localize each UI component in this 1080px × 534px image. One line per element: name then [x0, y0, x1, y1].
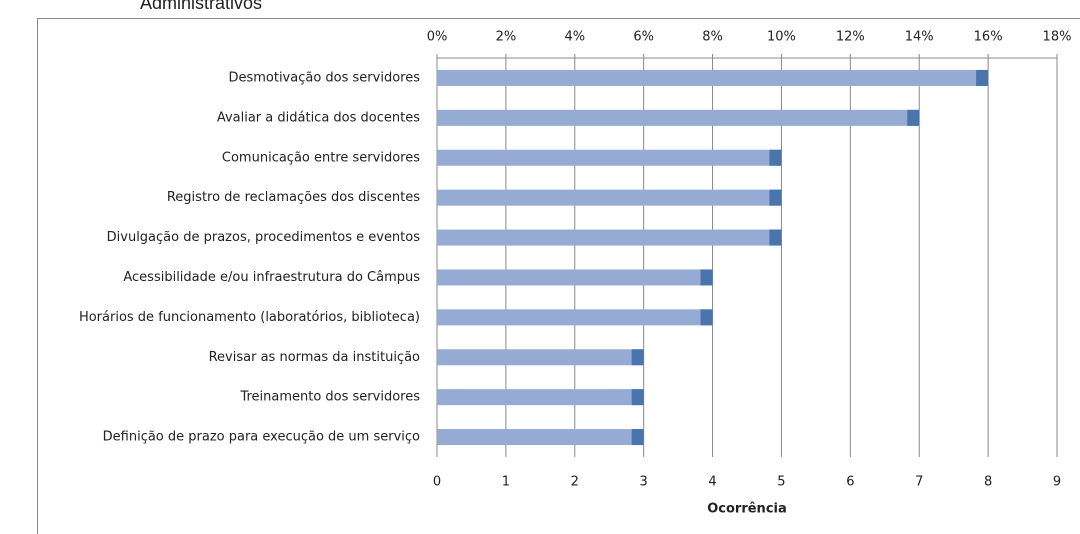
x-tick-label: 2 — [571, 475, 579, 490]
bar-percent-cap — [700, 269, 713, 286]
chart-title: Administrativos — [140, 0, 262, 13]
bar-percent-cap — [631, 429, 644, 446]
bar — [437, 229, 782, 246]
bar — [437, 189, 782, 206]
x2-tick-label: 6% — [633, 30, 654, 45]
x2-tick-label: 2% — [496, 30, 517, 45]
y-tick-label: Desmotivação dos servidores — [228, 70, 420, 85]
bar — [437, 389, 644, 406]
y-tick-label: Divulgação de prazos, procedimentos e ev… — [107, 230, 421, 245]
y-tick-label: Acessibilidade e/ou infraestrutura do Câ… — [123, 270, 420, 285]
y-tick-label: Revisar as normas da instituição — [209, 350, 420, 365]
bar-percent-cap — [907, 109, 920, 126]
bar-percent-cap — [769, 189, 782, 206]
bar — [437, 109, 920, 126]
bar — [437, 269, 713, 286]
x2-tick-label: 10% — [767, 30, 796, 45]
x2-tick-label: 8% — [702, 30, 723, 45]
y-tick-label: Comunicação entre servidores — [222, 150, 420, 165]
x-tick-label: 5 — [777, 475, 785, 490]
y-tick-label: Horários de funcionamento (laboratórios,… — [79, 310, 420, 325]
bar-percent-cap — [700, 309, 713, 326]
x-axis-title: Ocorrência — [707, 502, 787, 517]
bar — [437, 69, 989, 86]
x2-tick-label: 14% — [905, 30, 934, 45]
x-tick-label: 3 — [640, 475, 648, 490]
x-tick-label: 4 — [708, 475, 716, 490]
y-tick-label: Treinamento dos servidores — [239, 390, 420, 405]
x-tick-label: 9 — [1053, 475, 1061, 490]
y-tick-label: Registro de reclamações dos discentes — [167, 190, 420, 205]
bar-percent-cap — [976, 69, 989, 86]
bar-percent-cap — [769, 149, 782, 166]
x-tick-label: 1 — [502, 475, 510, 490]
y-tick-label: Avaliar a didática dos docentes — [217, 110, 420, 125]
x-tick-label: 6 — [846, 475, 854, 490]
bar — [437, 429, 644, 446]
x-tick-label: 8 — [984, 475, 992, 490]
bar — [437, 149, 782, 166]
x2-tick-label: 18% — [1043, 30, 1072, 45]
x2-tick-label: 0% — [427, 30, 448, 45]
bar-percent-cap — [631, 389, 644, 406]
x2-tick-label: 16% — [974, 30, 1003, 45]
x2-tick-label: 4% — [564, 30, 585, 45]
y-tick-label: Definição de prazo para execução de um s… — [103, 430, 420, 445]
bar — [437, 309, 713, 326]
x-tick-label: 7 — [915, 475, 923, 490]
bar-percent-cap — [631, 349, 644, 366]
x-tick-label: 0 — [433, 475, 441, 490]
x2-tick-label: 12% — [836, 30, 865, 45]
bar — [437, 349, 644, 366]
bar-percent-cap — [769, 229, 782, 246]
